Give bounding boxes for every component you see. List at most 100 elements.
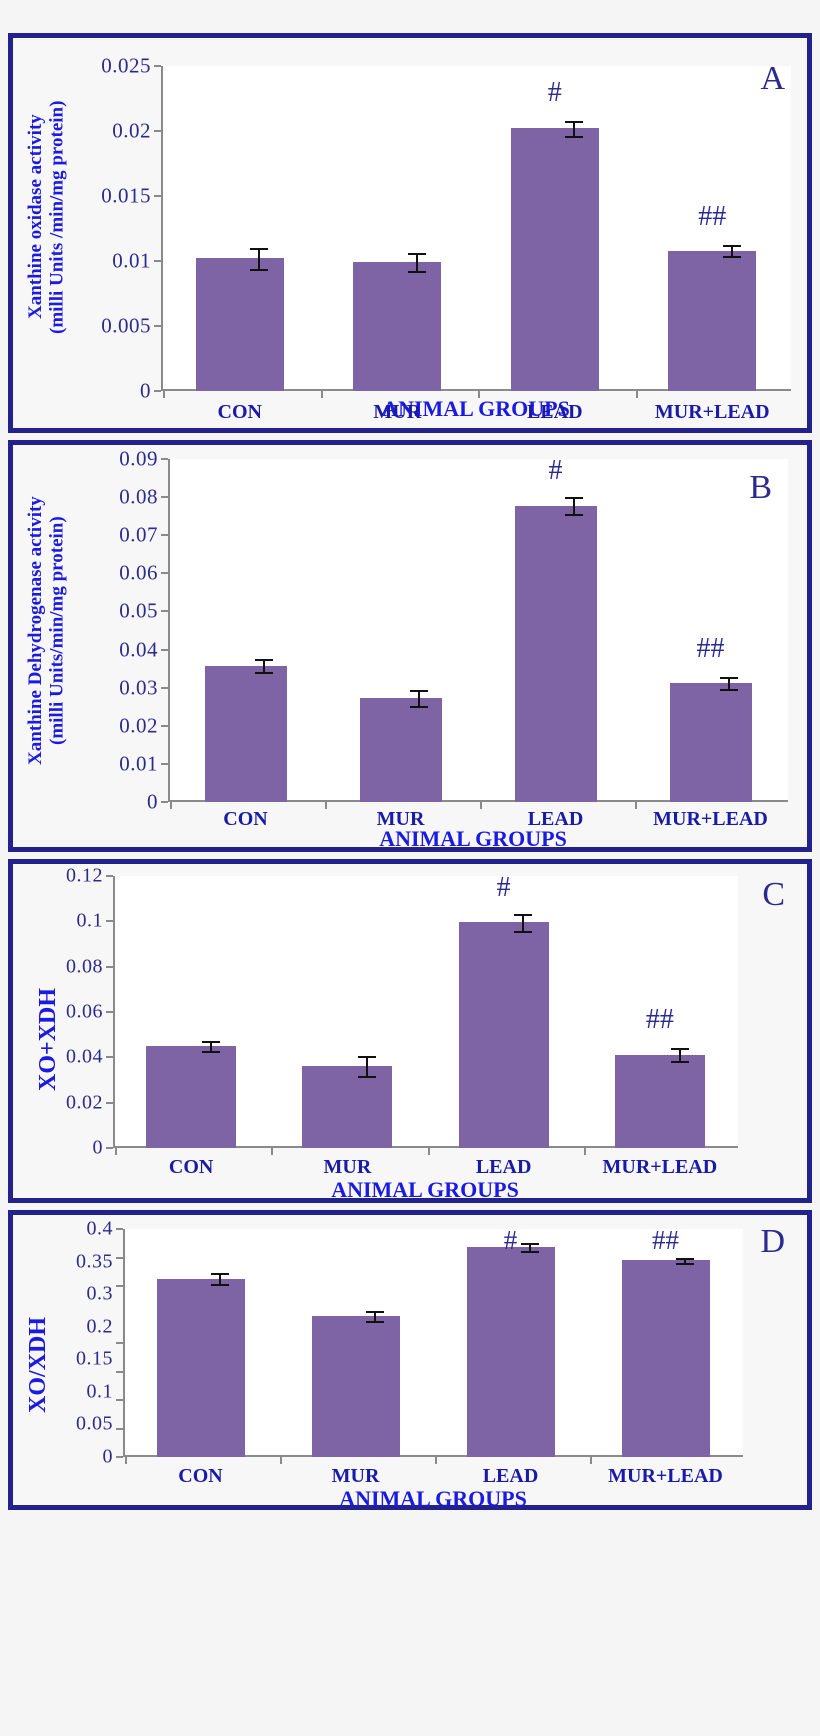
error-bar-d-lead: [528, 1242, 531, 1251]
error-bar-a-mur: [415, 253, 418, 272]
d-x-tick: [280, 1457, 282, 1464]
b-x-tick: [325, 802, 327, 809]
d-y-tick: [116, 1427, 123, 1430]
d-y-tick-label: 0: [102, 1445, 113, 1468]
a-y-tick-label: 0: [140, 378, 151, 403]
error-cap: [565, 136, 584, 139]
a-x-tick: [320, 391, 323, 398]
x-category-label-b-con: CON: [223, 808, 268, 830]
a-y-tick: [154, 195, 161, 197]
c-y-tick-label: 0: [92, 1136, 103, 1159]
b-y-tick: [161, 762, 168, 765]
x-category-label-d-lead: LEAD: [482, 1465, 539, 1487]
c-y-tick: [106, 965, 113, 968]
b-y-tick: [161, 801, 168, 803]
bar-d-lead: [466, 1246, 555, 1457]
error-cap: [520, 1250, 539, 1253]
error-cap: [719, 676, 738, 679]
bar-b-mur-lead: [669, 683, 752, 802]
b-y-tick: [161, 610, 168, 613]
error-cap: [514, 913, 533, 916]
d-y-tick-label: 0.1: [86, 1380, 113, 1403]
panel-a-y-axis-title: Xanthine oxidase activity (milli Units /…: [25, 52, 77, 382]
error-bar-c-lead: [522, 913, 525, 932]
b-y-tick: [161, 724, 168, 727]
x-category-label-a-mur: MUR: [373, 401, 422, 423]
panel-d: XO/XDH 0 0.05 0.1 0.15 0.2 0.3 0.35 0.4 # ## D AN…: [8, 1210, 812, 1511]
error-cap: [250, 268, 269, 271]
panel-c: XO+XDH 0 0.02 0.04 0.06 0.08 0.1 0.12 # ## C ANI…: [8, 859, 812, 1203]
d-y-tick: [116, 1342, 123, 1344]
b-x-axis-line: [168, 800, 788, 802]
bar-b-mur: [359, 698, 442, 802]
x-category-label-a-con: CON: [217, 401, 262, 423]
significance-mark-c-mur-lead: ##: [645, 1003, 674, 1035]
bar-c-mur-lead: [614, 1054, 705, 1148]
error-cap: [722, 255, 741, 258]
panel-a: Xanthine oxidase activity (milli Units /…: [8, 33, 812, 433]
error-cap: [514, 931, 533, 934]
significance-mark-a-mur-lead: ##: [698, 201, 727, 233]
a-y-tick-label: 0.02: [112, 118, 151, 143]
d-y-tick: [116, 1456, 123, 1458]
x-category-label-c-mur-lead: MUR+LEAD: [602, 1156, 718, 1178]
bar-b-lead: [514, 505, 597, 802]
d-y-tick: [116, 1228, 123, 1230]
x-category-label-a-mur-lead: MUR+LEAD: [654, 401, 770, 423]
c-x-axis-line: [113, 1146, 738, 1148]
significance-mark-d-lead: #: [503, 1225, 518, 1255]
d-y-tick-label: 0.15: [76, 1347, 113, 1370]
significance-mark-c-lead: #: [496, 872, 511, 903]
error-bar-a-lead: [573, 120, 576, 137]
b-y-tick-label: 0.08: [119, 484, 158, 509]
panel-a-letter: A: [760, 60, 785, 97]
c-y-tick-label: 0.06: [66, 1000, 103, 1023]
panel-a-y-axis-title-line2: (milli Units /min/mg protein): [46, 100, 68, 334]
panel-c-y-axis-title: XO+XDH: [35, 964, 61, 1114]
a-y-tick-label: 0.025: [101, 53, 151, 78]
error-bar-b-lead: [572, 497, 575, 514]
error-cap: [201, 1050, 220, 1053]
bar-d-mur: [311, 1315, 400, 1457]
b-y-tick-label: 0.01: [119, 751, 158, 776]
b-y-axis-line: [168, 459, 170, 802]
x-category-label-c-lead: LEAD: [475, 1156, 532, 1178]
a-x-tick: [635, 391, 638, 398]
d-x-axis-line: [123, 1455, 743, 1457]
c-y-tick-label: 0.08: [66, 955, 103, 978]
x-category-label-d-mur: MUR: [331, 1465, 380, 1487]
significance-mark-b-lead: #: [548, 455, 563, 486]
x-category-label-d-mur-lead: MUR+LEAD: [608, 1465, 723, 1487]
error-cap: [722, 245, 741, 248]
error-cap: [210, 1272, 229, 1275]
b-y-tick-label: 0.05: [119, 598, 158, 623]
error-bar-c-con: [209, 1040, 212, 1051]
a-y-tick: [154, 260, 161, 262]
error-cap: [407, 271, 426, 274]
b-y-tick-label: 0.06: [119, 560, 158, 585]
b-y-tick-label: 0.02: [119, 713, 158, 738]
error-bar-b-mur: [417, 690, 420, 707]
error-cap: [407, 253, 426, 256]
x-category-label-c-mur: MUR: [323, 1156, 372, 1178]
x-category-label-d-con: CON: [178, 1465, 223, 1487]
x-category-label-c-con: CON: [168, 1156, 214, 1178]
panel-d-x-axis-title: ANIMAL GROUPS: [339, 1486, 527, 1511]
error-cap: [564, 497, 583, 500]
c-y-tick-label: 0.02: [66, 1091, 103, 1114]
significance-mark-a-lead: #: [547, 76, 562, 108]
d-x-tick: [435, 1457, 437, 1464]
c-y-tick: [106, 1056, 113, 1059]
panel-d-plot-area: 0 0.05 0.1 0.15 0.2 0.3 0.35 0.4 # ##: [76, 1218, 743, 1468]
panel-b-x-axis-title: ANIMAL GROUPS: [379, 826, 567, 851]
d-y-axis-line: [123, 1229, 125, 1457]
a-y-tick-label: 0.005: [101, 313, 151, 338]
error-bar-b-mur-lead: [727, 676, 730, 690]
a-x-tick: [478, 391, 480, 398]
a-y-tick: [154, 325, 161, 327]
b-y-tick: [161, 458, 168, 460]
d-x-tick: [590, 1457, 592, 1464]
a-y-tick: [154, 130, 161, 132]
x-category-label-b-mur: MUR: [376, 808, 425, 830]
